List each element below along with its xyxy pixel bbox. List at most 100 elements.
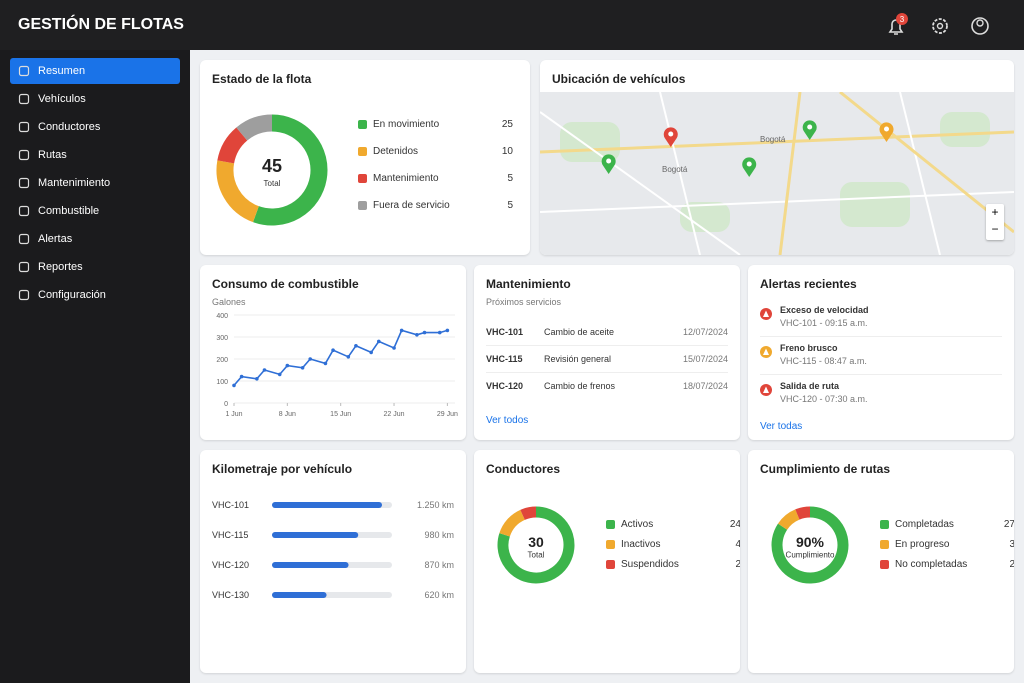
donut-segment xyxy=(217,127,248,164)
mileage-bar-track xyxy=(272,502,392,508)
service-date: 18/07/2024 xyxy=(682,381,728,391)
legend-label: Completadas xyxy=(895,519,954,530)
legend-value: 5 xyxy=(507,200,513,211)
legend-value: 10 xyxy=(501,146,513,157)
see-all-link[interactable]: Ver todos xyxy=(486,415,529,426)
legend-value: 3 xyxy=(1009,539,1014,550)
fuel-point xyxy=(232,383,236,388)
nav-icon-shape xyxy=(18,233,30,245)
alert-detail: VHC-115 - 08:47 a.m. xyxy=(780,356,867,366)
road xyxy=(540,191,1014,213)
donut-segment xyxy=(236,114,273,141)
alert-icon xyxy=(760,308,772,320)
fuel-chart: 0 100 200 300 400 1 Jun 8 Jun 15 Jun 22 Jun 29 Ju… xyxy=(216,313,458,418)
vehicle-id: VHC-130 xyxy=(212,590,250,600)
fuel-point xyxy=(308,357,313,361)
nav-icon-shape xyxy=(18,149,30,161)
vehicle-pin xyxy=(663,127,678,147)
fuel-point xyxy=(354,344,358,348)
y-tick-label: 400 xyxy=(216,313,228,320)
fuel-point xyxy=(369,350,373,355)
header: GESTIÓN DE FLOTAS 3 xyxy=(0,0,1024,50)
legend-swatch xyxy=(358,147,367,156)
alert-icon-glyph xyxy=(763,310,769,317)
fuel-point xyxy=(239,374,244,379)
donut-segment xyxy=(253,114,328,226)
donut-total: 90% xyxy=(796,534,825,550)
vehicle-id: VHC-120 xyxy=(486,381,524,391)
vehicle-pin xyxy=(879,122,894,142)
vehicle-id: VHC-115 xyxy=(212,530,249,540)
mileage-bar-track xyxy=(272,562,392,568)
y-tick-label: 100 xyxy=(216,379,228,386)
nav-item[interactable]: Rutas xyxy=(10,142,180,168)
nav-icon xyxy=(18,205,30,217)
card-title: Consumo de combustible xyxy=(212,277,359,291)
donut-total: 45 xyxy=(262,156,282,176)
nav-label: Vehículos xyxy=(38,93,86,105)
city-label: Bogotá xyxy=(662,165,688,174)
legend-swatch xyxy=(606,540,615,549)
card-title: Ubicación de vehículos xyxy=(552,72,686,86)
vehicle-id: VHC-120 xyxy=(212,560,250,570)
nav-item[interactable]: Configuración xyxy=(10,282,180,308)
vehicle-pin xyxy=(601,154,616,174)
donut-total-label: Total xyxy=(528,551,545,560)
x-tick-label: 1 Jun xyxy=(225,411,242,418)
legend-swatch xyxy=(606,520,615,529)
map-bg xyxy=(540,92,1014,255)
card-title: Cumplimiento de rutas xyxy=(760,462,891,476)
header-icons: 3 xyxy=(888,13,989,35)
nav-icon-shape xyxy=(18,65,30,77)
nav-label: Rutas xyxy=(38,149,67,161)
nav-item[interactable]: Resumen xyxy=(10,58,180,84)
nav-item[interactable]: Mantenimiento xyxy=(10,170,180,196)
nav-label: Conductores xyxy=(38,121,101,133)
nav-icon-shape xyxy=(18,205,30,217)
alert-title: Salida de ruta xyxy=(780,381,840,391)
nav-item[interactable]: Combustible xyxy=(10,198,180,224)
maintenance-card: Mantenimiento Próximos servicios VHC-101 Ca… xyxy=(474,265,740,440)
nav-icon xyxy=(18,289,30,301)
nav-item[interactable]: Conductores xyxy=(10,114,180,140)
vehicle-pin-dot xyxy=(884,126,890,132)
legend-label: Activos xyxy=(621,519,654,530)
nav-item[interactable]: Reportes xyxy=(10,254,180,280)
fuel-point xyxy=(331,348,335,352)
alert-detail: VHC-120 - 07:30 a.m. xyxy=(780,394,868,404)
nav-item[interactable]: Vehículos xyxy=(10,86,180,112)
fuel-point xyxy=(255,377,259,381)
nav-item[interactable]: Alertas xyxy=(10,226,180,252)
legend-swatch xyxy=(880,520,889,529)
card-title: Alertas recientes xyxy=(760,277,857,291)
vehicle-id: VHC-115 xyxy=(486,354,523,364)
zoom-out[interactable]: − xyxy=(991,222,999,236)
zoom-controls: + − xyxy=(986,204,1004,240)
routes-donut: 90%Cumplimiento xyxy=(771,506,849,584)
vehicle-id: VHC-101 xyxy=(212,500,250,510)
fuel-point xyxy=(399,328,404,333)
donut-total: 30 xyxy=(528,534,544,550)
mileage-value: 980 km xyxy=(424,530,454,540)
donut-segment xyxy=(777,509,800,530)
subtitle: Próximos servicios xyxy=(486,297,562,307)
donut-segment xyxy=(520,506,537,520)
nav-label: Combustible xyxy=(38,205,100,217)
mileage-value: 870 km xyxy=(424,560,454,570)
nav-icon-shape xyxy=(18,261,30,273)
nav-icon-shape xyxy=(18,121,30,133)
y-tick-label: 200 xyxy=(216,357,228,364)
map-card: Ubicación de vehículos Bogotá Bogotá + − xyxy=(540,60,1014,255)
mileage-value: 1.250 km xyxy=(416,500,454,510)
zoom-in[interactable]: + xyxy=(991,205,999,219)
vehicle-pin-dot xyxy=(606,158,612,164)
road xyxy=(778,92,802,255)
see-all-link[interactable]: Ver todas xyxy=(760,421,803,432)
donut-segment xyxy=(216,160,260,223)
vehicle-pin-dot xyxy=(807,124,813,130)
vehicle-pin xyxy=(742,157,757,177)
sidebar: Resumen Vehículos Conductores Rutas Mantenim… xyxy=(0,50,190,683)
donut-total-label: Cumplimiento xyxy=(786,551,835,560)
legend-swatch xyxy=(880,540,889,549)
